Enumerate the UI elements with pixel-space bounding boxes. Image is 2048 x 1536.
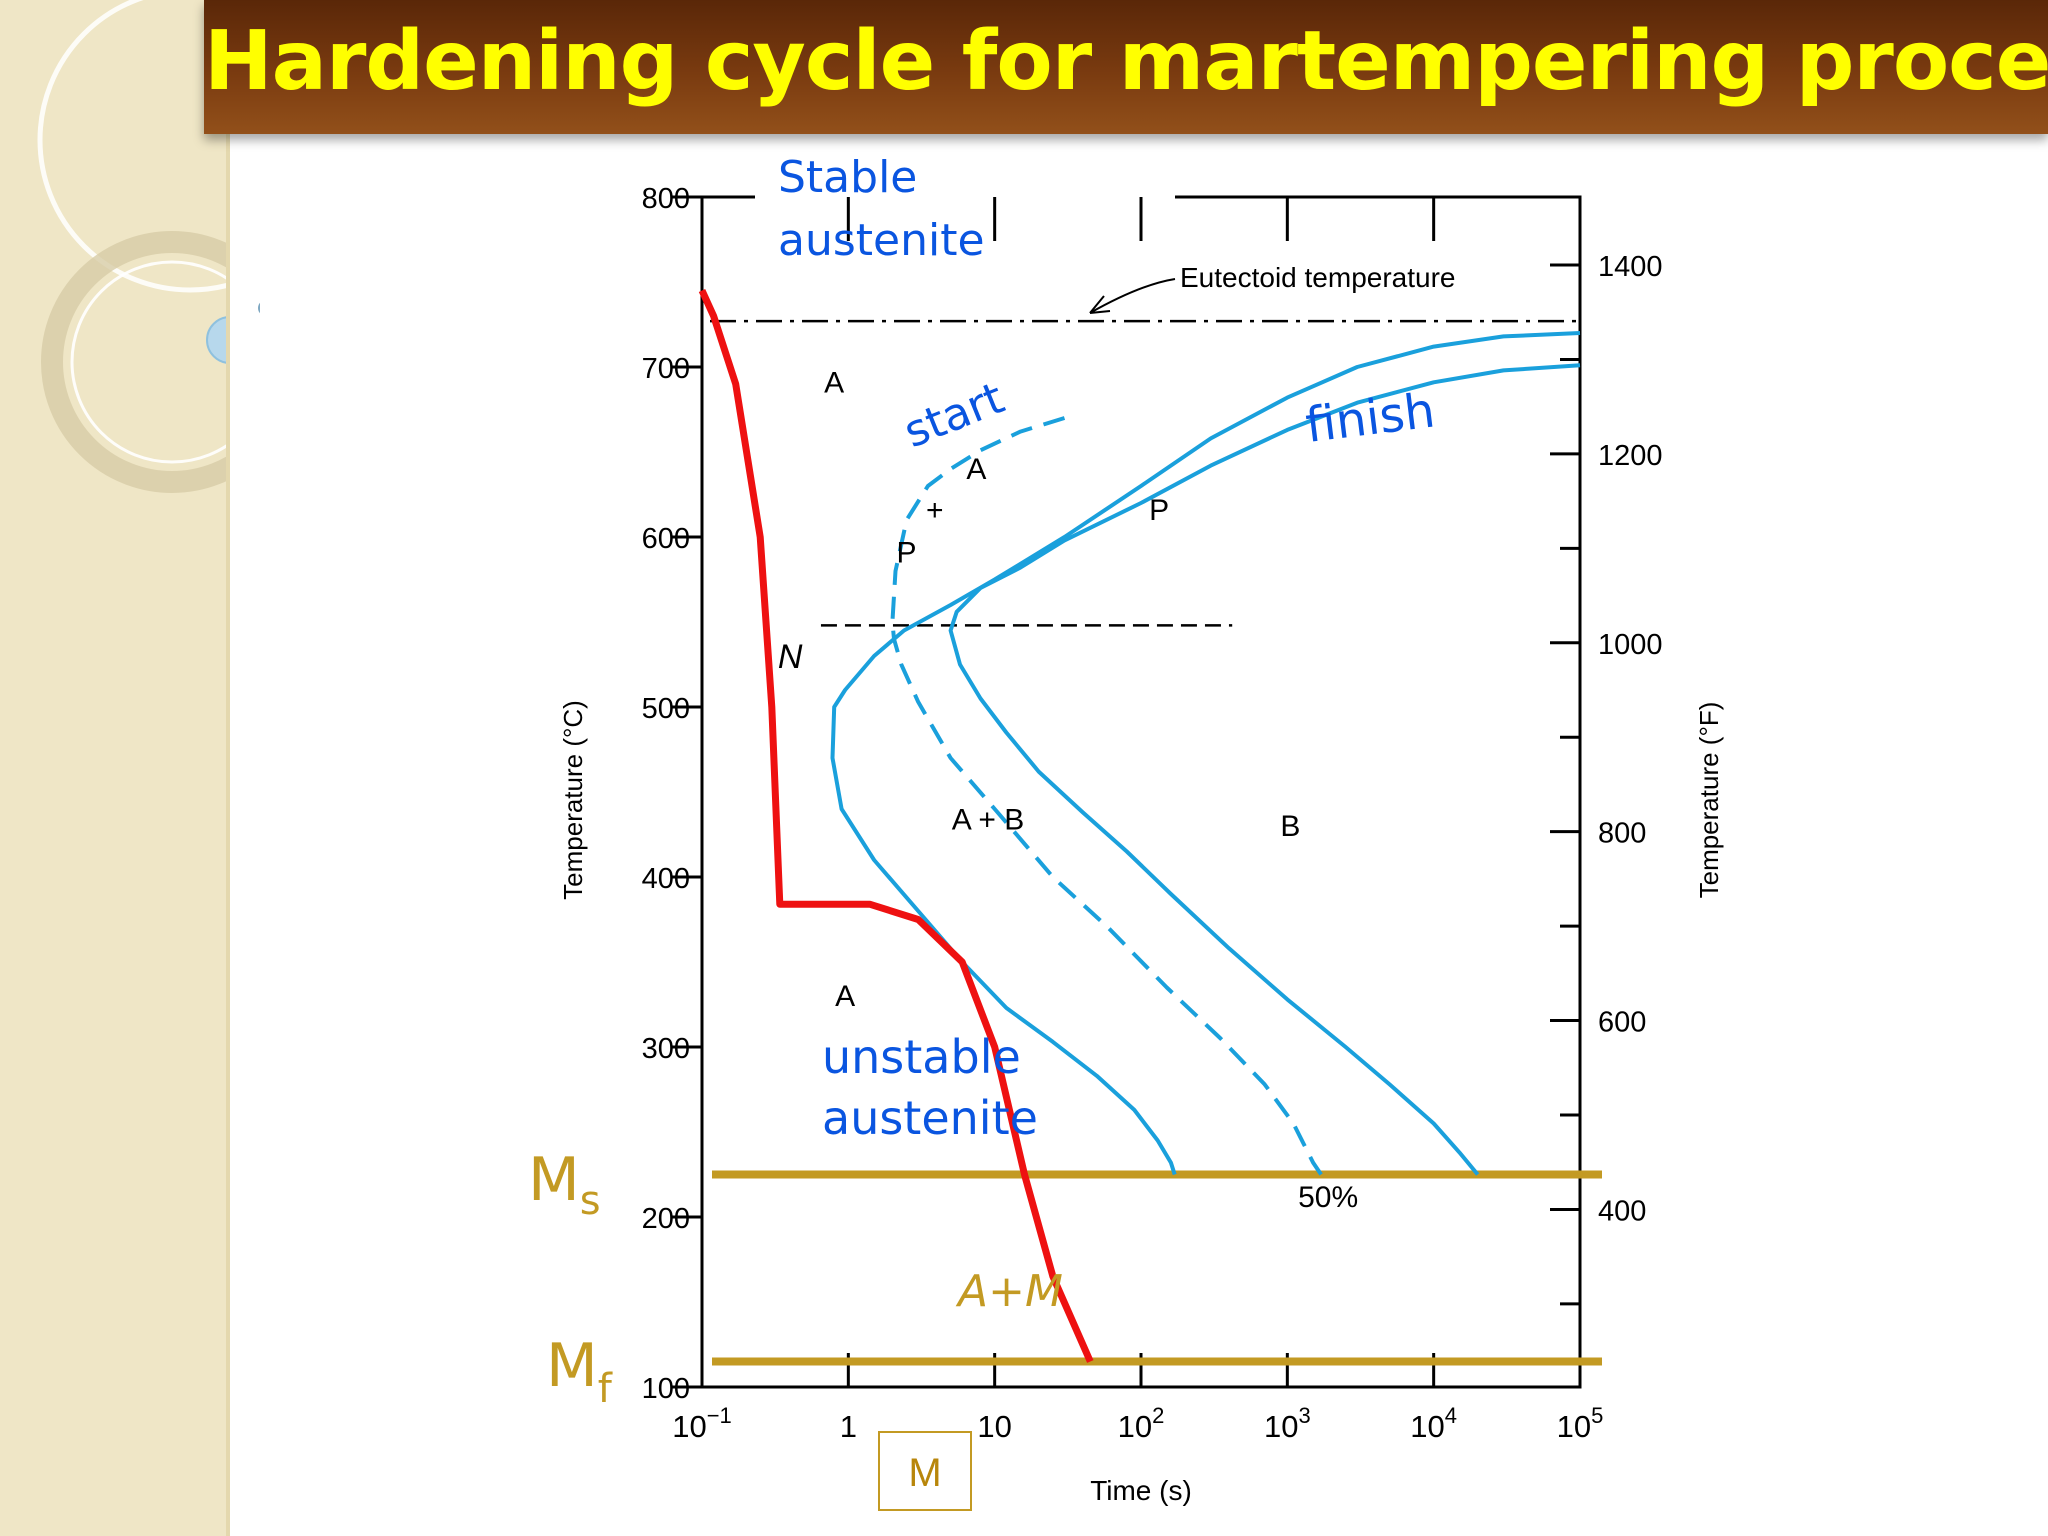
y-tick-label-left: 800	[642, 183, 690, 215]
curve-finish	[948, 363, 1581, 1176]
axis-ticks: 100 200 300 400 500 600 700 800 400 600 800 1000 120…	[642, 183, 1663, 1444]
bubble-icon	[258, 302, 260, 314]
x-tick-label: 102	[1118, 1403, 1165, 1444]
y-tick-label-right: 400	[1598, 1195, 1646, 1227]
region-label: A	[824, 367, 844, 400]
y-tick-label-right: 1400	[1598, 251, 1663, 283]
region-label: B	[1280, 810, 1300, 843]
m-box	[878, 1431, 972, 1511]
reference-lines	[710, 319, 1602, 1366]
y-tick-label-left: 300	[642, 1033, 690, 1065]
eutectoid-label: Eutectoid temperature	[1180, 262, 1456, 293]
unstable-austenite-line2: austenite	[822, 1091, 1038, 1145]
decorative-rings-icon	[37, 0, 226, 493]
region-label: P	[1149, 494, 1169, 527]
curve-start	[830, 331, 1581, 1176]
curve-50pct	[890, 416, 1323, 1176]
mf-label: Mf	[546, 1331, 613, 1412]
eutectoid-arrow	[1089, 278, 1176, 314]
ms-label: Ms	[528, 1145, 601, 1224]
x-tick-label: 103	[1264, 1403, 1311, 1444]
stable-austenite-line2: austenite	[778, 215, 985, 266]
x-tick-label: 10−1	[672, 1403, 732, 1444]
region-label: A	[966, 453, 986, 486]
region-label: P	[897, 537, 917, 570]
slide-title: Hardening cycle for martempering process	[204, 14, 2048, 109]
stable-austenite-line1: Stable	[778, 152, 917, 203]
arrowhead-icon	[1089, 295, 1111, 314]
m-box-label: M	[908, 1451, 941, 1495]
y-tick-label-left: 500	[642, 693, 690, 725]
region-label: A + B	[952, 803, 1025, 836]
y-tick-label-left: 100	[642, 1373, 690, 1405]
x-tick-label: 10	[977, 1409, 1011, 1444]
y-tick-label-left: 200	[642, 1203, 690, 1235]
a-plus-m-label: A+M	[955, 1266, 1063, 1317]
y-tick-label-right: 600	[1598, 1007, 1646, 1039]
transformation-curves	[698, 289, 1581, 1363]
region-label: N	[778, 638, 803, 676]
region-label: 50%	[1298, 1181, 1358, 1214]
unstable-austenite-line1: unstable	[822, 1030, 1021, 1084]
region-label: A	[835, 980, 855, 1013]
x-tick-label: 105	[1557, 1403, 1604, 1444]
finish-label: finish	[1303, 383, 1438, 454]
y-tick-label-right: 1200	[1598, 440, 1663, 472]
y-tick-label-left: 600	[642, 523, 690, 555]
slide-sidebar	[0, 0, 230, 1536]
y-axis-label-left: Temperature (°C)	[558, 700, 588, 900]
cooling-path	[698, 289, 1094, 1363]
y-tick-label-left: 400	[642, 863, 690, 895]
y-tick-label-left: 700	[642, 353, 690, 385]
y-axis-label-right: Temperature (°F)	[1694, 702, 1724, 899]
title-bar: Hardening cycle for martempering process	[204, 0, 2048, 134]
x-axis-label: Time (s)	[1090, 1475, 1192, 1506]
region-label: +	[926, 494, 944, 527]
region-labels: A + A P P A + B B A 50% N	[778, 367, 1358, 1214]
y-tick-label-right: 800	[1598, 818, 1646, 850]
x-tick-label: 104	[1410, 1403, 1457, 1444]
y-tick-label-right: 1000	[1598, 629, 1663, 661]
x-tick-label: 1	[840, 1409, 857, 1444]
